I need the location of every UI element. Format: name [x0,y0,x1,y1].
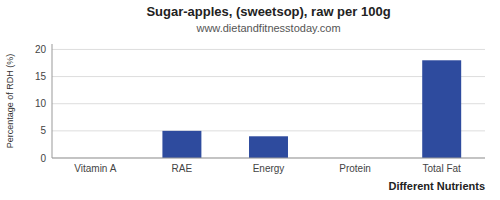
title: Sugar-apples, (sweetsop), raw per 100g [146,4,390,19]
x-tick-label: Protein [339,163,371,174]
bar [249,136,288,158]
y-axis-label: Percentage of RDH (%) [5,54,15,149]
x-tick-label: Vitamin A [74,163,116,174]
y-tick-label: 20 [35,44,47,55]
grid-line [52,49,485,50]
grid-line [52,76,485,77]
x-axis-line [52,158,485,159]
bar [422,60,461,158]
subtitle: www.dietandfitnesstoday.com [195,22,340,34]
x-tick-label: Energy [253,163,285,174]
x-axis-label: Different Nutrients [388,180,485,192]
bars [162,60,461,158]
chart-container: Sugar-apples, (sweetsop), raw per 100g ww… [0,0,500,200]
grid-line [52,158,485,159]
grid-line [52,130,485,131]
x-tick-label: Total Fat [423,163,462,174]
y-tick-label: 5 [40,125,46,136]
y-tick-label: 10 [35,98,47,109]
bar [162,131,201,158]
y-tick-label: 15 [35,71,47,82]
grid-line [52,103,485,104]
y-axis-line [52,44,53,158]
grid [52,49,485,158]
chart-svg: Sugar-apples, (sweetsop), raw per 100g ww… [0,0,500,200]
y-tick-label: 0 [40,153,46,164]
x-tick-label: RAE [172,163,193,174]
